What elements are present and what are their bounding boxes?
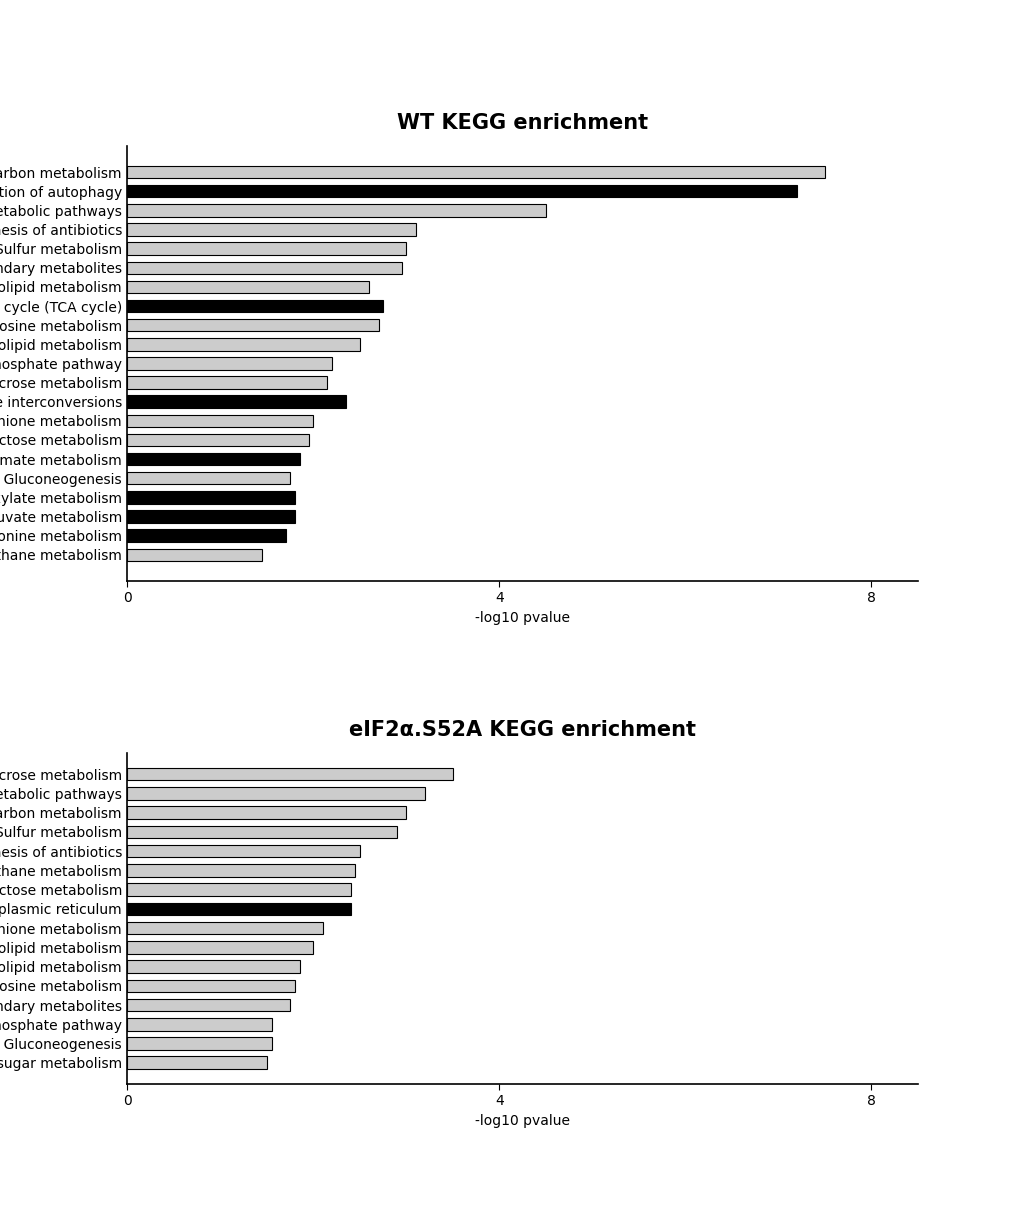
Bar [127, 530, 285, 542]
X-axis label: -log10 pvalue: -log10 pvalue [475, 610, 570, 625]
Bar [127, 242, 407, 255]
Bar [127, 491, 294, 503]
Bar [127, 280, 369, 294]
Bar [127, 806, 407, 818]
Bar [127, 922, 322, 934]
Bar [127, 319, 378, 331]
Bar [127, 223, 416, 236]
Bar [127, 979, 294, 991]
Bar [127, 883, 351, 896]
Bar [127, 434, 309, 446]
Bar [127, 376, 327, 389]
Bar [127, 510, 294, 523]
Bar [127, 826, 396, 838]
Bar [127, 453, 300, 465]
Bar [127, 1038, 271, 1050]
Bar [127, 942, 313, 954]
Bar [127, 396, 345, 408]
Bar [127, 473, 290, 485]
Bar [127, 864, 355, 877]
Bar [127, 787, 425, 800]
Bar [127, 769, 452, 781]
Bar [127, 548, 262, 561]
Bar [127, 262, 401, 274]
Bar [127, 903, 351, 915]
Bar [127, 185, 796, 197]
Bar [127, 414, 313, 428]
Title: eIF2α.S52A KEGG enrichment: eIF2α.S52A KEGG enrichment [348, 720, 696, 741]
Bar [127, 339, 360, 351]
Bar [127, 960, 300, 973]
Bar [127, 1056, 267, 1069]
Title: WT KEGG enrichment: WT KEGG enrichment [396, 113, 648, 134]
Bar [127, 845, 360, 857]
Bar [127, 999, 290, 1011]
Bar [127, 300, 383, 312]
Bar [127, 166, 824, 178]
X-axis label: -log10 pvalue: -log10 pvalue [475, 1114, 570, 1128]
Bar [127, 357, 332, 369]
Bar [127, 205, 545, 217]
Bar [127, 1018, 271, 1030]
